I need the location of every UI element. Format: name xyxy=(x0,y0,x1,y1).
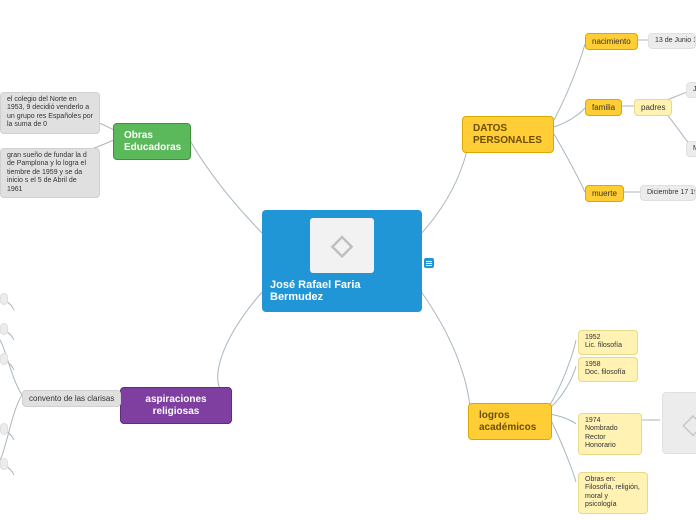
center-image-placeholder: ◇ xyxy=(310,218,374,273)
center-title: José Rafael Faria Bermudez xyxy=(270,279,414,304)
leaf-muerte[interactable]: Diciembre 17 1979 xyxy=(640,185,696,201)
leaf-logros-b-text: 1958 Doc. filosofía xyxy=(585,361,625,378)
leaf-padres-b[interactable]: Ma xyxy=(686,141,696,157)
branch-obras[interactable]: Obras Educadoras xyxy=(113,123,191,160)
stub-b xyxy=(0,323,8,335)
leaf-nacimiento[interactable]: 13 de Junio 1896 xyxy=(648,33,696,49)
leaf-logros-a[interactable]: 1952 Lic. filosofía xyxy=(578,330,638,355)
branch-logros-label: logros académicos xyxy=(479,410,541,433)
sub-convento-label: convento de las clarisas xyxy=(29,394,114,403)
stub-e xyxy=(0,458,8,470)
sub-familia-label: familia xyxy=(592,103,615,112)
leaf-nacimiento-text: 13 de Junio 1896 xyxy=(655,37,696,45)
branch-aspiraciones[interactable]: aspiraciones religiosas xyxy=(120,387,232,424)
leaf-logros-d[interactable]: Obras en: Filosofía, religión, moral y p… xyxy=(578,472,648,514)
leaf-logros-b[interactable]: 1958 Doc. filosofía xyxy=(578,357,638,382)
branch-obras-label: Obras Educadoras xyxy=(124,130,181,153)
logros-image-placeholder: ◇ xyxy=(662,392,696,454)
leaf-logros-d-text: Obras en: Filosofía, religión, moral y p… xyxy=(585,476,641,510)
leaf-obras-a-text: el colegio del Norte en 1953, 9 decidió … xyxy=(7,96,93,130)
leaf-muerte-text: Diciembre 17 1979 xyxy=(647,189,696,197)
branch-aspiraciones-label: aspiraciones religiosas xyxy=(131,394,221,417)
center-node[interactable]: ◇ José Rafael Faria Bermudez xyxy=(262,210,422,312)
stub-d xyxy=(0,423,8,435)
sub-muerte[interactable]: muerte xyxy=(585,185,624,202)
branch-datos-label: DATOS PERSONALES xyxy=(473,123,543,146)
sub-muerte-label: muerte xyxy=(592,189,617,198)
stub-a xyxy=(0,293,8,305)
sub-convento[interactable]: convento de las clarisas xyxy=(22,390,121,407)
leaf-obras-b[interactable]: gran sueño de fundar la d de Pamplona y … xyxy=(0,148,100,198)
sub-familia[interactable]: familia xyxy=(585,99,622,116)
leaf-logros-c[interactable]: 1974 Nombrado Rector Honorario xyxy=(578,413,642,455)
leaf-padres-a[interactable]: Joa xyxy=(686,82,696,98)
sub-padres[interactable]: padres xyxy=(634,99,672,116)
stub-c xyxy=(0,353,8,365)
sub-nacimiento[interactable]: nacimiento xyxy=(585,33,638,50)
notes-icon[interactable] xyxy=(424,258,434,268)
branch-datos[interactable]: DATOS PERSONALES xyxy=(462,116,554,153)
leaf-obras-a[interactable]: el colegio del Norte en 1953, 9 decidió … xyxy=(0,92,100,134)
sub-nacimiento-label: nacimiento xyxy=(592,37,631,46)
sub-padres-label: padres xyxy=(641,103,665,112)
leaf-logros-c-text: 1974 Nombrado Rector Honorario xyxy=(585,417,635,451)
leaf-logros-a-text: 1952 Lic. filosofía xyxy=(585,334,622,351)
leaf-obras-b-text: gran sueño de fundar la d de Pamplona y … xyxy=(7,152,93,194)
branch-logros[interactable]: logros académicos xyxy=(468,403,552,440)
